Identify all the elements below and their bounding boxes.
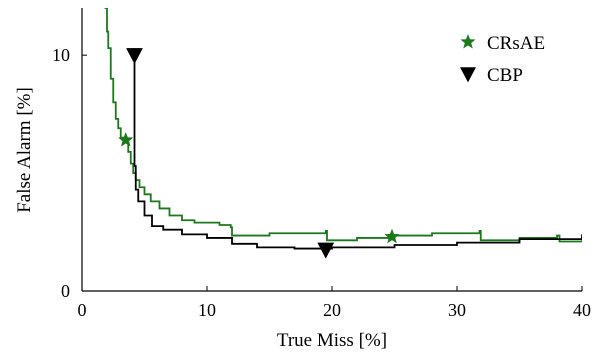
legend: CRsAE CBP (460, 33, 545, 86)
legend-label-cbp: CBP (487, 65, 523, 86)
tick-layer: 0 10 20 30 40 0 10 (52, 45, 591, 320)
x-tick-label: 0 (78, 300, 87, 320)
y-tick-label: 0 (61, 281, 70, 301)
legend-label-crsae: CRsAE (487, 33, 545, 54)
series-layer (104, 8, 582, 250)
series-line-cbp (133, 55, 582, 250)
x-tick-label: 10 (198, 300, 216, 320)
x-axis-label: True Miss [%] (277, 330, 387, 351)
x-tick-label: 20 (323, 300, 341, 320)
y-tick-label: 10 (52, 45, 70, 65)
legend-marker-cbp (460, 67, 476, 83)
marker-layer (117, 48, 400, 259)
data-point-cbp (126, 48, 143, 65)
series-line-crsae (104, 8, 582, 243)
y-axis-label: False Alarm [%] (14, 87, 35, 213)
data-point-cbp (317, 242, 335, 259)
data-point-crsae (117, 131, 134, 147)
legend-marker-crsae (460, 34, 476, 49)
data-point-crsae (384, 228, 400, 244)
x-tick-label: 40 (573, 300, 591, 320)
x-tick-label: 30 (448, 300, 466, 320)
